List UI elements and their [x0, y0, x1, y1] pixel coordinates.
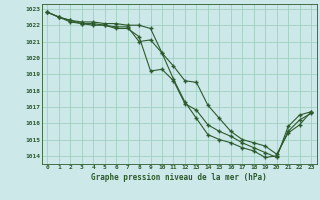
- X-axis label: Graphe pression niveau de la mer (hPa): Graphe pression niveau de la mer (hPa): [91, 173, 267, 182]
